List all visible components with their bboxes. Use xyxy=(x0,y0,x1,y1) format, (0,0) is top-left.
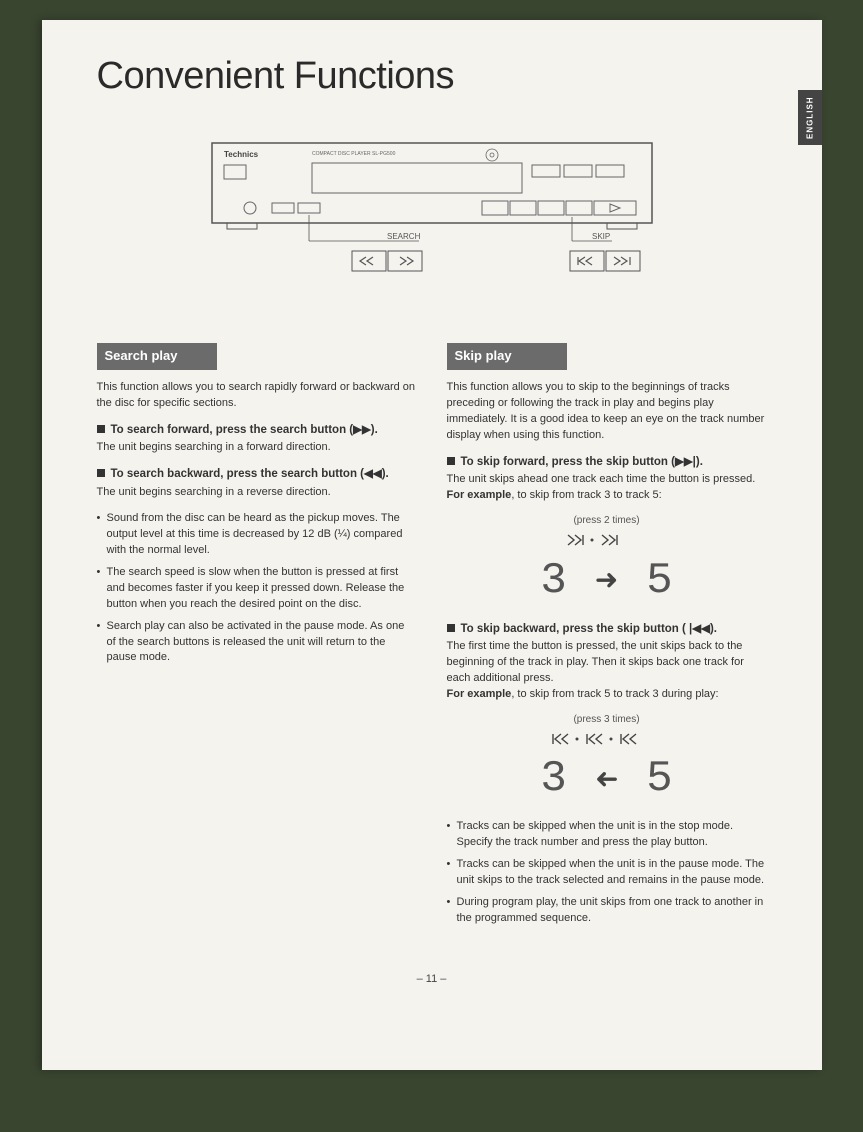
seven-seg-backward: 3 ➜ 5 xyxy=(447,757,767,801)
example-text: , to skip from track 3 to track 5: xyxy=(511,489,661,501)
bullet-square-icon xyxy=(97,469,105,477)
page-title: Convenient Functions xyxy=(97,55,767,98)
skip-forward-heading: To skip forward, press the skip button (… xyxy=(447,454,767,471)
press-2-times-label: (press 2 times) xyxy=(447,514,767,529)
digit-from: 3 xyxy=(540,559,566,603)
content-columns: Search play This function allows you to … xyxy=(97,343,767,933)
skip-forward-heading-text: To skip forward, press the skip button (… xyxy=(461,454,767,471)
digit-from: 3 xyxy=(540,757,566,801)
search-forward-body: The unit begins searching in a forward d… xyxy=(97,440,417,456)
digit-to: 5 xyxy=(646,559,672,603)
skip-intro: This function allows you to skip to the … xyxy=(447,380,767,444)
skip-forward-body: The unit skips ahead one track each time… xyxy=(447,472,767,504)
skip-backward-heading: To skip backward, press the skip button … xyxy=(447,621,767,638)
right-column: Skip play This function allows you to sk… xyxy=(447,343,767,933)
brand-text: Technics xyxy=(224,150,259,159)
language-tab: ENGLISH xyxy=(798,90,822,145)
page-number: – 11 – xyxy=(97,973,767,985)
skip-notes-list: Tracks can be skipped when the unit is i… xyxy=(447,819,767,927)
skip-forward-figure: (press 2 times) 3 ➜ xyxy=(447,514,767,602)
skip-label: SKIP xyxy=(592,232,610,241)
search-backward-heading: To search backward, press the search but… xyxy=(97,466,417,483)
search-backward-body: The unit begins searching in a reverse d… xyxy=(97,485,417,501)
search-backward-heading-text: To search backward, press the search but… xyxy=(111,466,417,483)
skip-backward-icon-sequence xyxy=(447,732,767,752)
skip-backward-body: The first time the button is pressed, th… xyxy=(447,639,767,703)
arrow-left-icon: ➜ xyxy=(595,759,618,800)
skip-play-heading: Skip play xyxy=(447,343,567,370)
skip-note: During program play, the unit skips from… xyxy=(447,895,767,927)
manual-page: ENGLISH Convenient Functions Technics CO… xyxy=(42,20,822,1070)
bullet-square-icon xyxy=(447,457,455,465)
model-text: COMPACT DISC PLAYER SL-PG500 xyxy=(312,151,396,157)
skip-backward-figure: (press 3 times) 3 xyxy=(447,713,767,801)
skip-note: Tracks can be skipped when the unit is i… xyxy=(447,819,767,851)
seven-seg-forward: 3 ➜ 5 xyxy=(447,559,767,603)
search-note: The search speed is slow when the button… xyxy=(97,565,417,613)
skip-note: Tracks can be skipped when the unit is i… xyxy=(447,857,767,889)
example-label: For example xyxy=(447,688,512,700)
arrow-right-icon: ➜ xyxy=(595,560,618,601)
search-note: Sound from the disc can be heard as the … xyxy=(97,511,417,559)
example-label: For example xyxy=(447,489,512,501)
search-note: Search play can also be activated in the… xyxy=(97,619,417,667)
digit-to: 5 xyxy=(646,757,672,801)
skip-backward-heading-text: To skip backward, press the skip button … xyxy=(461,621,767,638)
device-illustration: Technics COMPACT DISC PLAYER SL-PG500 xyxy=(97,133,767,313)
bullet-square-icon xyxy=(97,425,105,433)
search-intro: This function allows you to search rapid… xyxy=(97,380,417,412)
bullet-square-icon xyxy=(447,624,455,632)
skip-forward-icon-sequence xyxy=(447,533,767,553)
search-forward-heading: To search forward, press the search butt… xyxy=(97,422,417,439)
search-notes-list: Sound from the disc can be heard as the … xyxy=(97,511,417,666)
left-column: Search play This function allows you to … xyxy=(97,343,417,933)
press-3-times-label: (press 3 times) xyxy=(447,713,767,728)
skip-forward-body-text: The unit skips ahead one track each time… xyxy=(447,473,756,485)
search-label: SEARCH xyxy=(387,232,421,241)
skip-backward-body-text: The first time the button is pressed, th… xyxy=(447,640,744,684)
search-forward-heading-text: To search forward, press the search butt… xyxy=(111,422,417,439)
example-text: , to skip from track 5 to track 3 during… xyxy=(511,688,718,700)
search-play-heading: Search play xyxy=(97,343,217,370)
